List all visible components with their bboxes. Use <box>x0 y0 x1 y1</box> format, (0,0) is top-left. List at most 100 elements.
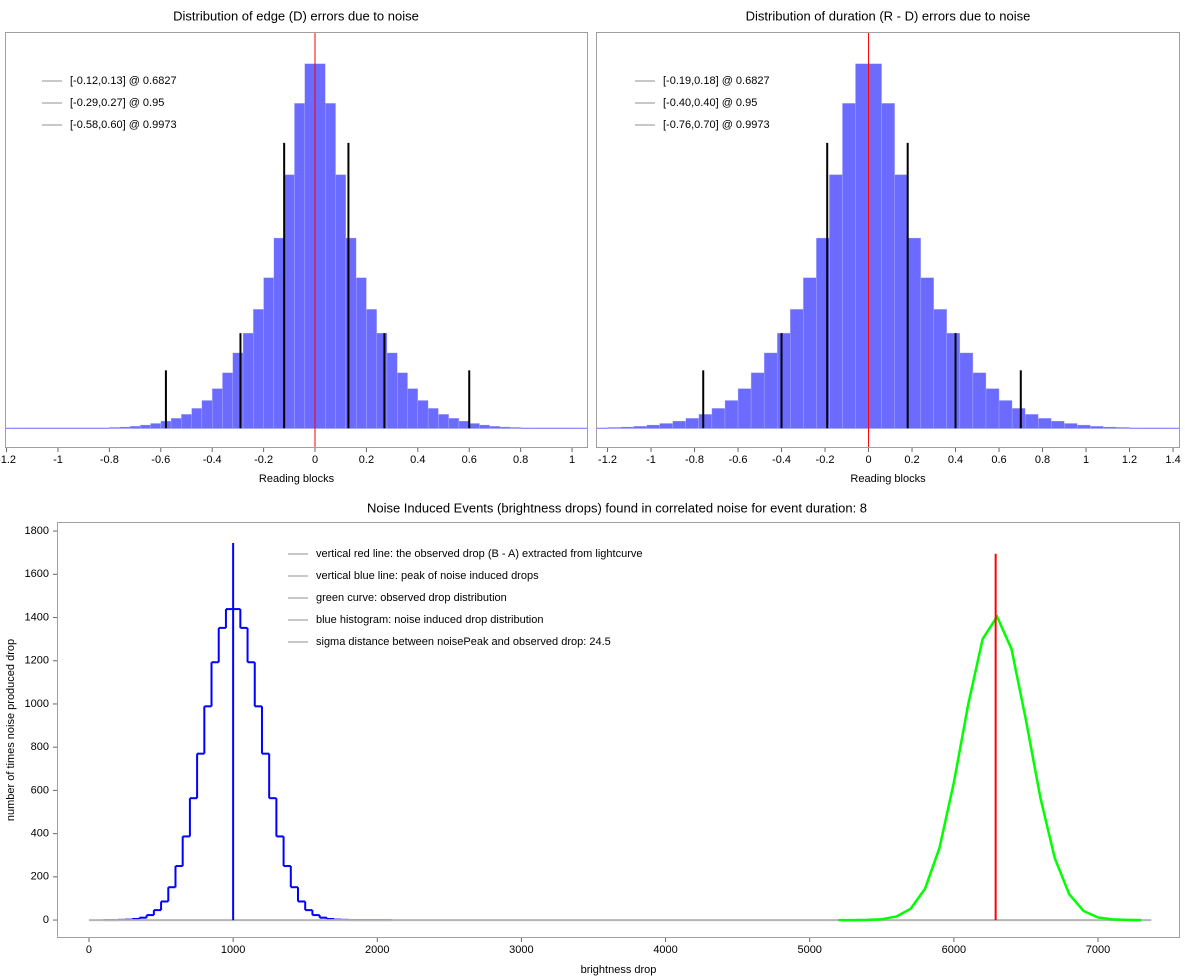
plot-frame <box>5 32 588 448</box>
histogram-bar <box>469 423 480 429</box>
histogram-bar <box>724 400 739 429</box>
histogram-bar <box>972 372 987 429</box>
histogram-bar <box>1038 418 1052 429</box>
histogram-bar <box>907 237 921 429</box>
x-tick-label: 0 <box>86 944 92 956</box>
histogram-bar <box>646 424 660 429</box>
histogram-bar <box>150 423 161 429</box>
histogram-bar <box>1116 427 1130 429</box>
histogram-bar <box>438 414 449 429</box>
x-tick-label: 1000 <box>221 944 245 956</box>
x-tick-label: -1 <box>646 454 656 466</box>
y-tick-label: 1800 <box>25 525 49 537</box>
x-tick-label: 0.4 <box>410 454 425 466</box>
plot-area <box>596 32 1180 448</box>
histogram-bar <box>366 309 377 429</box>
histogram-bar <box>803 277 817 429</box>
x-tick-label: -0.6 <box>729 454 748 466</box>
legend-label: [-0.40,0.40] @ 0.95 <box>663 97 757 109</box>
histogram-bar <box>479 424 490 429</box>
histogram-bar <box>448 418 460 429</box>
histogram-bar <box>129 426 141 429</box>
x-tick-label: 1.4 <box>1165 454 1180 466</box>
x-tick-label: 3000 <box>509 944 533 956</box>
curve <box>838 614 1142 922</box>
histogram-bar <box>711 408 726 429</box>
legend-label: [-0.76,0.70] @ 0.9973 <box>663 119 770 131</box>
x-tick-label: 0.6 <box>462 454 477 466</box>
histogram-bar <box>855 63 869 429</box>
y-tick-label: 1400 <box>25 611 49 623</box>
legend-label: [-0.29,0.27] @ 0.95 <box>70 97 164 109</box>
legend-label: vertical blue line: peak of noise induce… <box>316 570 539 582</box>
x-tick-label: -0.4 <box>203 454 222 466</box>
histogram-bar <box>750 372 765 429</box>
x-axis-label: brightness drop <box>581 964 657 976</box>
x-tick-label: 0 <box>865 454 871 466</box>
histogram-bar <box>119 426 131 429</box>
histogram-bar <box>181 414 192 429</box>
histogram-bar <box>253 309 264 429</box>
histogram-bar <box>1051 420 1065 429</box>
chart-title: Distribution of duration (R - D) errors … <box>746 8 1031 23</box>
histogram-bar <box>201 400 213 429</box>
histogram-bar <box>1090 426 1104 429</box>
histogram-bar <box>304 63 316 429</box>
histogram-bar <box>790 309 804 429</box>
histogram-bar <box>345 237 357 429</box>
x-tick-label: 6000 <box>942 944 966 956</box>
legend-label: vertical red line: the observed drop (B … <box>316 548 642 560</box>
x-tick-label: 0.2 <box>904 454 919 466</box>
y-tick-label: 200 <box>31 871 49 883</box>
histogram-bar <box>881 103 895 429</box>
histogram-bar <box>946 332 961 429</box>
histogram-bar <box>284 174 295 429</box>
x-tick-label: -1.2 <box>598 454 617 466</box>
y-tick-label: 800 <box>31 741 49 753</box>
histogram-bar <box>620 426 634 429</box>
x-tick-label: 7000 <box>1086 944 1110 956</box>
histogram-bar <box>427 408 439 429</box>
x-tick-label: 4000 <box>653 944 677 956</box>
histogram-bar <box>1064 423 1078 429</box>
histogram-bar <box>829 174 843 429</box>
histogram-bar <box>510 427 521 429</box>
histogram-bar <box>314 63 326 429</box>
histogram-bar <box>894 174 908 429</box>
histogram-bar <box>232 352 244 429</box>
histogram-bar <box>1103 426 1117 429</box>
x-axis-label: Reading blocks <box>850 473 926 485</box>
x-tick-label: 1 <box>569 454 575 466</box>
x-tick-label: 0.6 <box>991 454 1006 466</box>
y-tick-label: 1000 <box>25 698 49 710</box>
histogram-bar <box>672 420 686 429</box>
y-tick-label: 0 <box>43 914 49 926</box>
y-tick-label: 1600 <box>25 568 49 580</box>
x-tick-label: -0.8 <box>100 454 119 466</box>
legend-label: [-0.58,0.60] @ 0.9973 <box>70 119 177 131</box>
x-tick-label: 0.8 <box>1035 454 1050 466</box>
histogram-bar <box>355 277 367 429</box>
x-tick-label: -1 <box>53 454 63 466</box>
histogram-bar <box>607 427 621 429</box>
chart-title: Noise Induced Events (brightness drops) … <box>367 500 867 515</box>
histogram-bar <box>499 426 511 429</box>
legend-label: [-0.12,0.13] @ 0.6827 <box>70 75 177 87</box>
histogram-bar <box>633 426 647 429</box>
plot-frame <box>596 32 1180 448</box>
y-tick-label: 600 <box>31 784 49 796</box>
histogram-bar <box>489 426 501 429</box>
x-tick-label: 0 <box>312 454 318 466</box>
histogram-bar <box>685 418 700 429</box>
x-tick-label: -0.8 <box>685 454 704 466</box>
legend-label: green curve: observed drop distribution <box>316 592 507 604</box>
histogram-bar <box>737 388 752 429</box>
x-tick-label: -0.4 <box>772 454 791 466</box>
histogram-bar <box>335 174 347 429</box>
x-tick-label: 1.2 <box>1122 454 1137 466</box>
x-tick-label: -0.2 <box>254 454 273 466</box>
histogram-bar <box>1077 424 1091 429</box>
histogram-bar <box>325 103 336 429</box>
